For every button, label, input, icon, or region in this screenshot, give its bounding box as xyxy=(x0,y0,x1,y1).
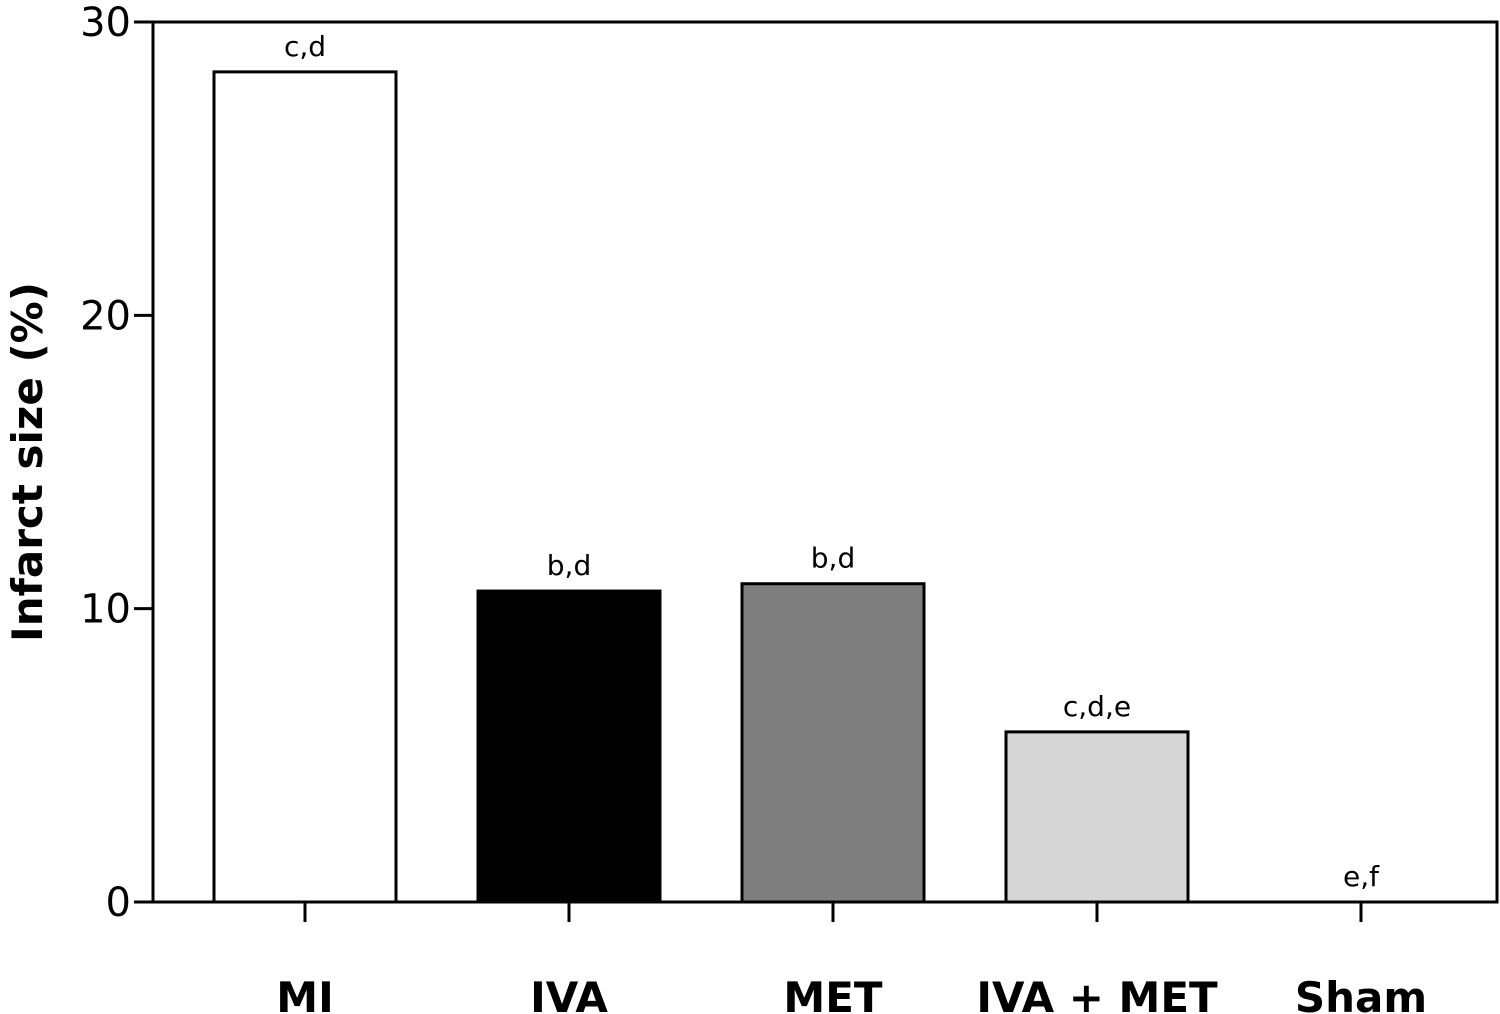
x-tick-label: Sham xyxy=(1295,973,1427,1014)
y-tick-label: 30 xyxy=(80,0,131,46)
x-tick-label: IVA xyxy=(530,973,608,1014)
x-tick-label: MET xyxy=(783,973,882,1014)
plot-frame xyxy=(151,20,1499,904)
y-tick-label: 0 xyxy=(106,880,131,926)
x-tick-label: MI xyxy=(276,973,333,1014)
bar-mi xyxy=(212,70,398,904)
bar-annotation: b,d xyxy=(547,549,591,582)
y-tick-label: 10 xyxy=(80,587,131,633)
y-axis-title: Infarct size (%) xyxy=(3,282,52,642)
bar-annotation: e,f xyxy=(1343,860,1380,893)
y-tick-label: 20 xyxy=(80,293,131,339)
bar-annotation: c,d,e xyxy=(1063,690,1131,723)
bar-annotation: b,d xyxy=(811,542,855,575)
bar-iva xyxy=(476,589,662,904)
bar-annotation: c,d xyxy=(284,30,326,63)
bar-met xyxy=(740,582,926,904)
bar-iva-met xyxy=(1004,730,1190,904)
bars xyxy=(212,70,1190,904)
bar-annotations: c,d b,d b,d c,d,e e,f xyxy=(284,30,1380,893)
x-tick-label: IVA + MET xyxy=(976,973,1218,1014)
x-axis-ticks: MI IVA MET IVA + MET Sham xyxy=(276,902,1427,1014)
y-axis-ticks: 0 10 20 30 xyxy=(80,0,153,926)
